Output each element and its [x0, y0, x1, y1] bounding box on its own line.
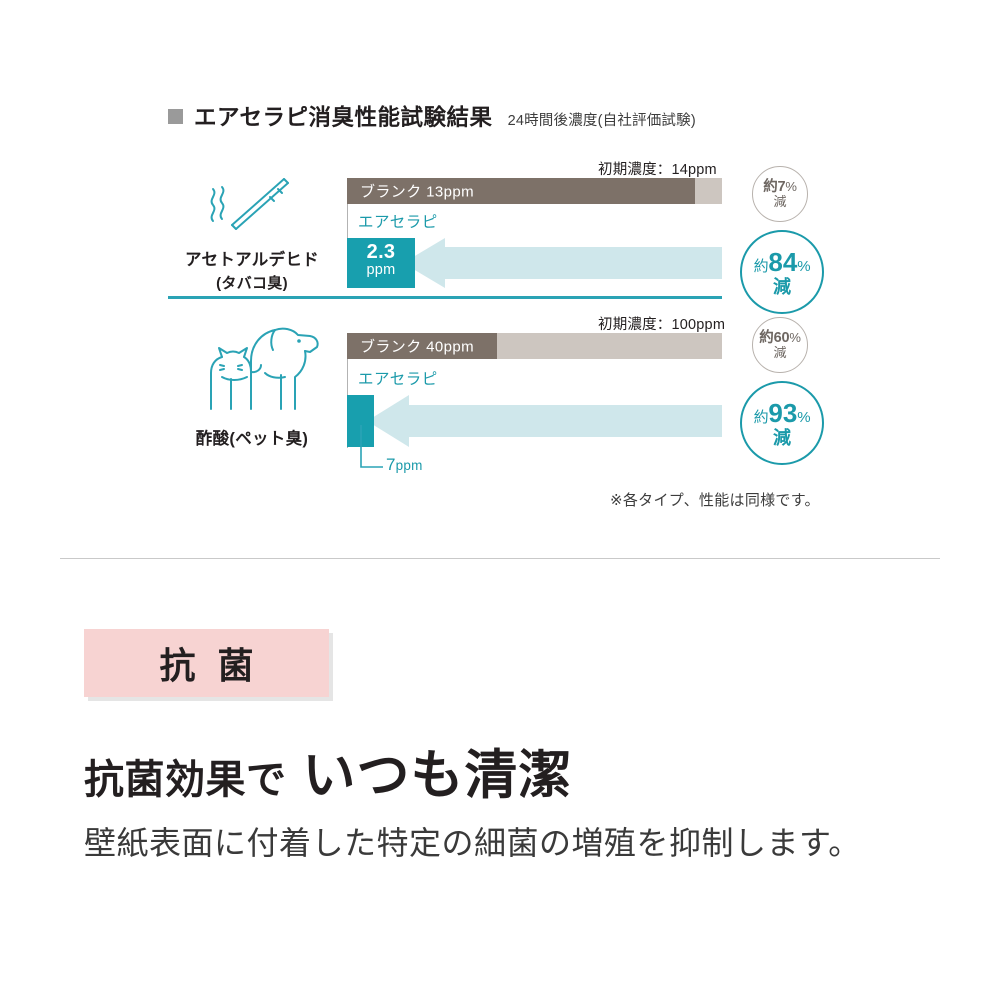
- chart-title: エアセラピ消臭性能試験結果: [194, 105, 493, 130]
- blank-bar-acetic-acid: ブランク 40ppm: [347, 333, 722, 359]
- reduction-arrow-acetic-acid: [347, 395, 722, 452]
- callout-unit: ppm: [395, 458, 423, 473]
- callout-leader-line: [347, 425, 407, 480]
- substance-acetaldehyde: アセトアルデヒド (タバコ臭): [163, 168, 341, 293]
- blank-bar-acetaldehyde: ブランク 13ppm: [347, 178, 722, 204]
- badge-product-reduction-acetic-acid: 約93% 減: [740, 381, 824, 465]
- pets-cat-dog-icon: [163, 317, 341, 417]
- callout-7ppm: 7ppm: [386, 455, 423, 475]
- product-value-block-acetaldehyde: 2.3 ppm: [347, 238, 415, 288]
- badge-big-word: 減: [773, 427, 791, 448]
- product-label-acetic-acid: エアセラピ: [358, 371, 438, 388]
- badge-small-word: 減: [773, 193, 787, 209]
- headline-large-text: いつも清潔: [302, 746, 573, 805]
- chart-row-acetaldehyde: アセトアルデヒド (タバコ臭) 初期濃度：14ppm ブランク 13ppm エア…: [0, 150, 1000, 314]
- blank-bar-fill: [347, 178, 696, 204]
- substance-subname: (タバコ臭): [216, 275, 288, 292]
- product-label-acetaldehyde: エアセラピ: [358, 214, 438, 231]
- chart-subtitle: 24時間後濃度(自社評価試験): [507, 113, 696, 129]
- blank-bar-label: ブランク 40ppm: [360, 338, 475, 356]
- headline-small-text: 抗菌効果で: [84, 758, 287, 802]
- callout-value: 7: [386, 455, 396, 474]
- antibacterial-headline: 抗菌効果で いつも清潔: [84, 733, 573, 809]
- badge-small-value: 約7: [763, 178, 786, 195]
- badge-blank-reduction-acetic-acid: 約60% 減: [752, 317, 808, 373]
- badge-big-value: 93: [768, 397, 798, 428]
- antibacterial-description: 壁紙表面に付着した特定の細菌の増殖を抑制します。: [84, 825, 861, 861]
- chart-header: エアセラピ消臭性能試験結果 24時間後濃度(自社評価試験): [168, 100, 696, 132]
- badge-big-value: 84: [768, 246, 798, 277]
- product-unit: ppm: [366, 262, 396, 278]
- substance-name: 酢酸(ペット臭): [195, 430, 309, 448]
- badge-big-prefix: 約: [753, 408, 769, 426]
- axis-line: [347, 333, 348, 448]
- badge-blank-reduction-acetaldehyde: 約7% 減: [752, 166, 808, 222]
- deodorizing-test-section: エアセラピ消臭性能試験結果 24時間後濃度(自社評価試験): [0, 100, 1000, 509]
- initial-concentration-label: 初期濃度：14ppm: [598, 162, 717, 178]
- row-divider: [168, 296, 722, 299]
- antibacterial-banner: 抗菌: [84, 629, 329, 697]
- initial-concentration-label: 初期濃度：100ppm: [598, 317, 726, 333]
- cigarette-icon: [163, 168, 341, 240]
- badge-small-pct: %: [785, 178, 797, 194]
- badge-big-prefix: 約: [753, 257, 769, 275]
- badge-product-reduction-acetaldehyde: 約84% 減: [740, 230, 824, 314]
- axis-line: [347, 178, 348, 288]
- chart-footnote: ※各タイプ、性能は同様です。: [610, 492, 820, 509]
- badge-big-pct: %: [797, 408, 811, 426]
- antibacterial-banner-label: 抗菌: [159, 645, 276, 686]
- substance-name: アセトアルデヒド: [185, 251, 319, 269]
- badge-big-pct: %: [797, 257, 811, 275]
- badge-big-word: 減: [773, 276, 791, 297]
- section-divider: [60, 558, 940, 559]
- badge-small-word: 減: [773, 344, 787, 360]
- blank-bar-label: ブランク 13ppm: [360, 183, 475, 201]
- square-marker-icon: [168, 109, 183, 124]
- product-value: 2.3: [366, 241, 396, 263]
- blank-bar-fill: [347, 333, 497, 359]
- badge-small-pct: %: [789, 329, 801, 345]
- substance-acetic-acid: 酢酸(ペット臭): [163, 317, 341, 449]
- chart-row-acetic-acid: 酢酸(ペット臭) 初期濃度：100ppm ブランク 40ppm エアセラピ 7p…: [0, 305, 1000, 490]
- reduction-arrow-acetaldehyde: [347, 238, 722, 293]
- badge-small-value: 約60: [759, 329, 790, 346]
